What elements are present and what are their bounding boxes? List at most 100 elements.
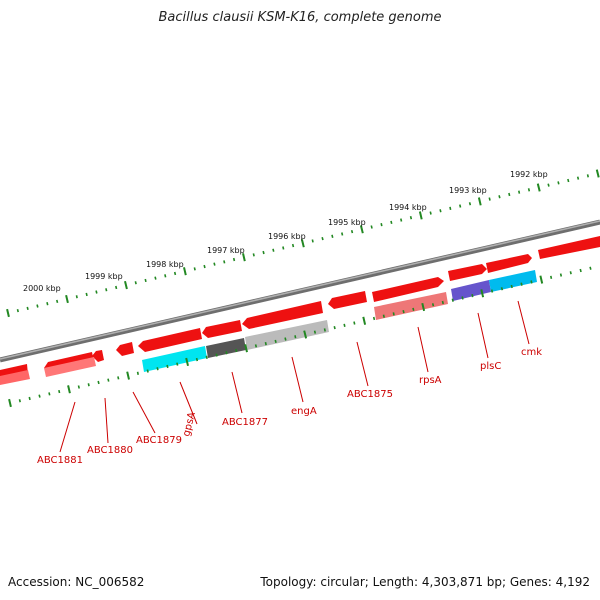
minor-tick — [115, 285, 118, 290]
minor-tick — [18, 399, 21, 403]
minor-tick — [589, 266, 592, 270]
minor-tick — [409, 216, 413, 220]
major-tick — [67, 385, 71, 394]
genome-backbone-highlight — [0, 220, 600, 360]
minor-tick — [459, 204, 462, 208]
leader-line — [291, 356, 304, 403]
major-tick — [359, 225, 364, 234]
minor-tick — [95, 290, 98, 294]
gene-arrow — [448, 264, 487, 281]
minor-tick — [586, 174, 589, 178]
minor-tick — [225, 351, 228, 355]
minor-tick — [215, 353, 218, 357]
major-tick — [303, 330, 308, 339]
leader-line — [59, 401, 76, 453]
minor-tick — [567, 178, 570, 183]
leader-line — [417, 326, 429, 373]
gene-arrow — [202, 320, 242, 338]
minor-tick — [97, 380, 100, 385]
kbp-label-1997: 1997 kbp — [207, 246, 245, 255]
minor-tick — [173, 271, 177, 276]
major-tick — [242, 253, 246, 262]
minor-tick — [323, 328, 326, 332]
minor-tick — [46, 302, 49, 306]
inner-tick-ring — [8, 266, 592, 408]
major-tick — [477, 197, 482, 206]
gene-label-gpsa: gpsA — [181, 411, 198, 438]
minor-tick — [16, 309, 19, 313]
minor-tick — [576, 176, 580, 180]
gene-label-cmk: cmk — [521, 347, 542, 358]
kbp-label-1995: 1995 kbp — [328, 218, 366, 227]
gene-arrow — [328, 291, 367, 309]
minor-tick — [203, 264, 206, 269]
feature-bars — [0, 270, 537, 385]
minor-tick — [518, 190, 521, 194]
minor-tick — [254, 344, 258, 348]
minor-tick — [264, 341, 267, 346]
kbp-label-2000: 2000 kbp — [23, 284, 61, 293]
gene-arrow — [138, 328, 202, 352]
minor-tick — [294, 335, 297, 339]
minor-tick — [193, 267, 196, 271]
minor-tick — [557, 181, 560, 185]
minor-tick — [311, 239, 314, 243]
minor-tick — [500, 287, 504, 291]
minor-tick — [38, 394, 41, 398]
minor-tick — [341, 232, 344, 236]
major-tick — [185, 357, 189, 367]
minor-tick — [117, 376, 120, 380]
major-tick — [124, 280, 128, 290]
gene-label-abc1875: ABC1875 — [347, 389, 393, 400]
gene-arrow — [538, 236, 600, 259]
major-tick — [183, 267, 187, 276]
major-tick — [362, 316, 367, 325]
major-tick — [418, 211, 423, 220]
minor-tick — [441, 300, 444, 305]
minor-tick — [107, 378, 110, 382]
leader-line — [356, 341, 369, 387]
minor-tick — [402, 310, 405, 314]
gene-arrow — [116, 342, 134, 356]
major-tick — [480, 289, 485, 298]
minor-tick — [87, 383, 90, 387]
minor-tick — [439, 209, 442, 213]
kbp-label-1998: 1998 kbp — [146, 260, 184, 269]
minor-tick — [48, 392, 51, 396]
gene-leader-lines — [59, 300, 530, 453]
minor-tick — [223, 260, 226, 264]
minor-tick — [313, 330, 317, 334]
kbp-label-1996: 1996 kbp — [268, 232, 306, 241]
minor-tick — [390, 220, 393, 224]
minor-tick — [176, 362, 179, 366]
minor-tick — [431, 303, 435, 307]
leader-line — [517, 300, 530, 345]
minor-tick — [508, 192, 511, 197]
minor-tick — [154, 276, 157, 280]
leader-line — [179, 381, 198, 425]
major-tick — [8, 398, 12, 408]
minor-tick — [471, 294, 474, 298]
accession-text: Accession: NC_006582 — [8, 575, 145, 589]
minor-tick — [429, 211, 432, 215]
minor-tick — [350, 230, 354, 234]
minor-tick — [105, 288, 108, 292]
minor-tick — [498, 195, 501, 199]
minor-tick — [205, 355, 208, 359]
major-tick — [536, 183, 541, 192]
minor-tick — [26, 306, 29, 310]
gene-arrow — [92, 350, 104, 362]
minor-tick — [451, 298, 454, 302]
minor-tick — [333, 326, 336, 330]
major-tick — [6, 308, 10, 318]
gene-arrow — [372, 277, 444, 302]
major-tick — [244, 344, 248, 353]
leader-line — [104, 397, 109, 444]
gene-label-abc1881: ABC1881 — [37, 455, 83, 466]
minor-tick — [412, 307, 415, 311]
minor-tick — [372, 316, 376, 321]
feature-bar-cyan — [0, 370, 30, 385]
minor-tick — [134, 281, 137, 285]
